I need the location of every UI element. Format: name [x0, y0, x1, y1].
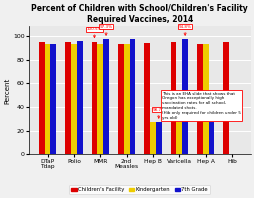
Text: 98.7%: 98.7%: [152, 108, 165, 118]
Bar: [50, 44, 56, 154]
Bar: [123, 44, 129, 154]
Bar: [149, 122, 155, 154]
Bar: [170, 42, 176, 154]
Title: Percent of Children with School/Children's Facility
Required Vaccines, 2014: Percent of Children with School/Children…: [31, 4, 247, 24]
Text: 97.3%: 97.3%: [99, 25, 112, 35]
Bar: [176, 122, 182, 154]
Bar: [202, 44, 208, 154]
Y-axis label: Percent: Percent: [4, 77, 10, 104]
Text: This is an EHA slide that shows that
Oregon has exceptionally high
vaccination r: This is an EHA slide that shows that Ore…: [161, 91, 240, 120]
Legend: Children's Facility, Kindergarten, 7th Grade: Children's Facility, Kindergarten, 7th G…: [69, 185, 209, 194]
Bar: [65, 42, 71, 154]
Bar: [155, 122, 161, 154]
Bar: [208, 122, 214, 154]
Bar: [129, 39, 135, 154]
Bar: [39, 42, 44, 154]
Bar: [182, 39, 187, 154]
Bar: [196, 44, 202, 154]
Bar: [223, 42, 228, 154]
Bar: [103, 39, 108, 154]
Text: 100.5%: 100.5%: [86, 27, 102, 38]
Bar: [44, 44, 50, 154]
Bar: [144, 43, 149, 154]
Bar: [97, 44, 103, 154]
Text: 94.8%: 94.8%: [178, 25, 191, 35]
Bar: [117, 44, 123, 154]
Bar: [71, 44, 76, 154]
Bar: [91, 42, 97, 154]
Bar: [76, 41, 82, 154]
